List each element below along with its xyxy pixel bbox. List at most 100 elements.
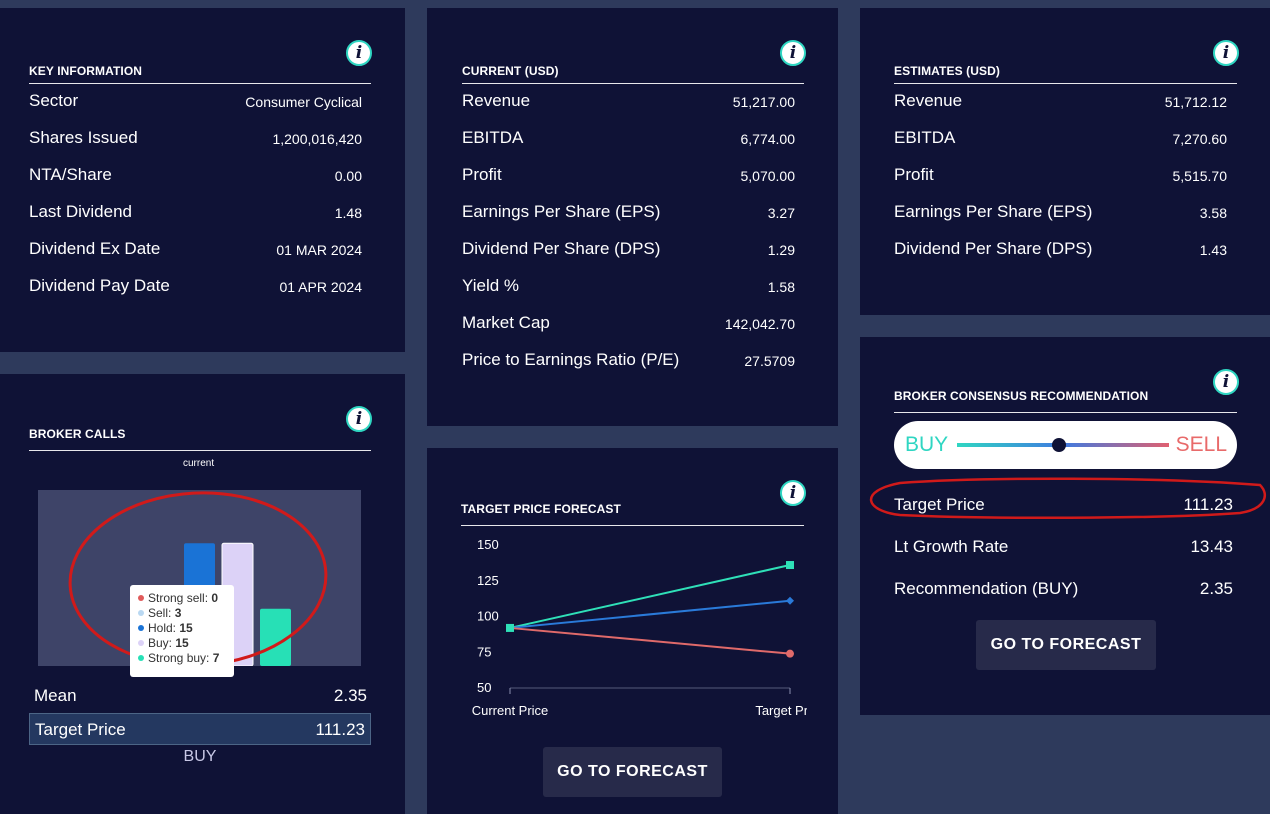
row-value: 7,270.60 — [1172, 131, 1228, 147]
estimates-usd-panel: i ESTIMATES (USD) Revenue 51,712.12 EBITDA… — [860, 8, 1270, 315]
go-to-forecast-button[interactable]: GO TO FORECAST — [543, 747, 722, 797]
row-label: Dividend Ex Date — [29, 239, 161, 258]
row-value: 27.5709 — [744, 353, 795, 369]
x-tick-label: Target Price — [755, 703, 807, 718]
row-label: Recommendation (BUY) — [894, 579, 1079, 598]
row-label: Price to Earnings Ratio (P/E) — [462, 350, 680, 369]
series-line — [509, 564, 791, 629]
row-label: Last Dividend — [29, 202, 133, 221]
row-value: 51,712.12 — [1164, 94, 1227, 110]
y-tick-label: 150 — [477, 537, 499, 552]
divider — [894, 83, 1237, 84]
row-value: 01 MAR 2024 — [276, 242, 362, 258]
row-label: EBITDA — [894, 128, 956, 147]
key-information-panel: i KEY INFORMATION Sector Consumer Cyclica… — [0, 8, 405, 352]
row-label: Dividend Per Share (DPS) — [462, 239, 661, 258]
tooltip-row: Strong buy: 7 — [138, 651, 234, 666]
row-value: 111.23 — [1183, 495, 1233, 514]
series-point — [786, 596, 794, 605]
row-value: 1.48 — [334, 205, 362, 221]
row-label: EBITDA — [462, 128, 524, 147]
row-value: 51,217.00 — [732, 94, 795, 110]
row-label: Market Cap — [462, 313, 550, 332]
tooltip-value: 0 — [211, 591, 219, 605]
mean-value: 2.35 — [333, 686, 367, 705]
series-line — [509, 599, 791, 629]
panel-title: ESTIMATES (USD) — [894, 64, 1000, 78]
series-point — [786, 561, 794, 570]
info-icon[interactable]: i — [346, 406, 372, 432]
info-icon[interactable]: i — [780, 480, 806, 506]
row-label: Yield % — [462, 276, 520, 295]
target-price-label: Target Price — [35, 720, 126, 739]
broker-calls-panel: i BROKER CALLS current Strong sell: 0 Sel… — [0, 374, 405, 814]
tooltip-label: Sell: — [148, 606, 172, 620]
panel-title: BROKER CONSENSUS RECOMMENDATION — [894, 389, 1149, 403]
series-line — [509, 626, 791, 655]
row-value: 5,515.70 — [1172, 168, 1228, 184]
chart-caption: current — [183, 458, 215, 469]
row-value: 13.43 — [1190, 537, 1233, 556]
y-tick-label: 100 — [477, 609, 499, 624]
row-label: Dividend Pay Date — [29, 276, 170, 295]
row-value: 01 APR 2024 — [279, 279, 362, 295]
tooltip-value: 15 — [179, 621, 193, 635]
tooltip-value: 7 — [212, 651, 220, 665]
row-label: Revenue — [894, 91, 963, 110]
legend-dot — [138, 610, 144, 616]
row-value: 142,042.70 — [724, 316, 795, 332]
row-value: 1.43 — [1199, 242, 1227, 258]
legend-dot — [138, 595, 144, 601]
info-icon[interactable]: i — [346, 40, 372, 66]
row-value: Consumer Cyclical — [245, 94, 362, 110]
row-value: 1.58 — [767, 279, 795, 295]
legend-dot — [138, 625, 144, 631]
series-point — [506, 623, 514, 632]
recommendation-label: BUY — [183, 748, 217, 765]
panel-title: TARGET PRICE FORECAST — [461, 502, 621, 516]
row-label: Lt Growth Rate — [894, 537, 1009, 556]
tooltip-row: Hold: 15 — [138, 621, 234, 636]
row-label: Target Price — [894, 495, 985, 514]
info-icon[interactable]: i — [1213, 369, 1239, 395]
broker-consensus-panel: i BROKER CONSENSUS RECOMMENDATION BUY SE… — [860, 337, 1270, 715]
row-value: 5,070.00 — [740, 168, 796, 184]
row-value: 2.35 — [1199, 579, 1233, 598]
row-value: 1,200,016,420 — [272, 131, 362, 147]
info-icon[interactable]: i — [1213, 40, 1239, 66]
legend-dot — [138, 655, 144, 661]
row-value: 3.58 — [1199, 205, 1227, 221]
row-label: Earnings Per Share (EPS) — [462, 202, 661, 221]
y-tick-label: 125 — [477, 573, 499, 588]
divider — [29, 450, 371, 451]
row-label: Sector — [29, 91, 79, 110]
tooltip-label: Strong buy: — [148, 651, 210, 665]
tooltip-value: 15 — [175, 636, 189, 650]
row-label: Profit — [894, 165, 934, 184]
target-price-forecast-panel: i TARGET PRICE FORECAST 150 125 100 75 50 Cur… — [427, 448, 838, 814]
target-price-row: Target Price 111.23 — [29, 713, 371, 745]
row-label: NTA/Share — [29, 165, 112, 184]
tooltip-value: 3 — [174, 606, 182, 620]
y-tick-label: 75 — [477, 644, 491, 659]
divider — [29, 83, 371, 84]
slider-thumb[interactable] — [1051, 438, 1066, 452]
legend-dot — [138, 640, 144, 646]
current-usd-panel: i CURRENT (USD) Revenue 51,217.00 EBITDA 6,… — [427, 8, 838, 426]
row-value: 0.00 — [334, 168, 362, 184]
tooltip-row: Buy: 15 — [138, 636, 234, 651]
recommendation-slider: BUY SELL — [894, 421, 1237, 469]
row-label: Revenue — [462, 91, 531, 110]
tooltip-row: Strong sell: 0 — [138, 591, 234, 606]
go-to-forecast-button[interactable]: GO TO FORECAST — [976, 620, 1156, 670]
tooltip-row: Sell: 3 — [138, 606, 234, 621]
buy-label: BUY — [905, 433, 949, 456]
target-price-forecast-chart: 150 125 100 75 50 Current Price Target Price — [472, 537, 807, 718]
red-annotation-circle — [869, 477, 1266, 520]
panel-title: KEY INFORMATION — [29, 64, 143, 78]
row-value: 3.27 — [767, 205, 795, 221]
panel-title: CURRENT (USD) — [462, 64, 559, 78]
chart-tooltip: Strong sell: 0 Sell: 3 Hold: 15 Buy: 15 Stro… — [130, 585, 234, 677]
info-icon[interactable]: i — [780, 40, 806, 66]
y-tick-label: 50 — [477, 680, 491, 695]
